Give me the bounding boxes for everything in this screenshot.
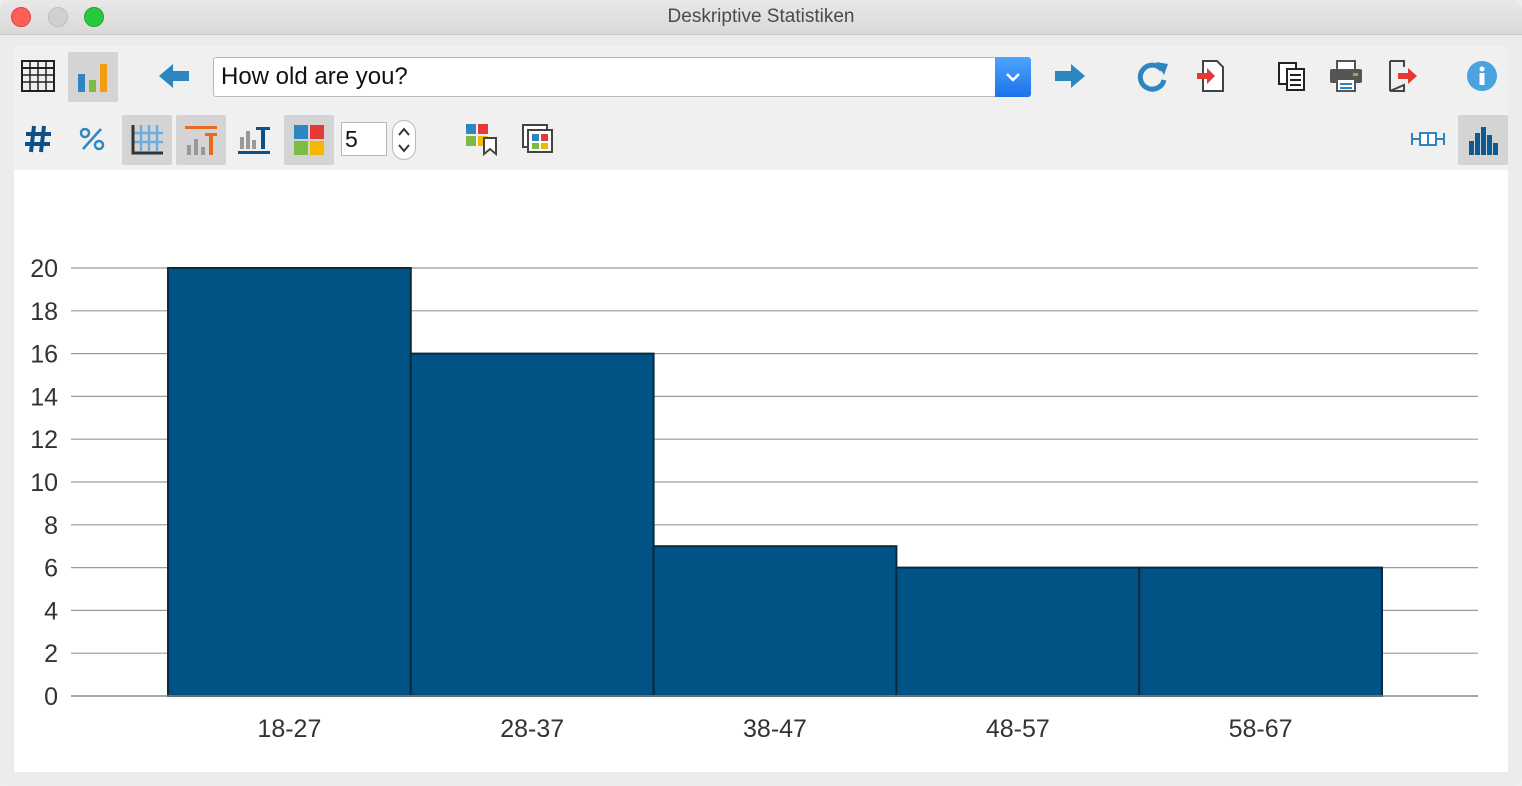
color-assignment-button[interactable]: [460, 118, 504, 160]
y-tick-label: 6: [44, 555, 58, 583]
y-tick-label: 2: [44, 640, 58, 668]
histogram-bar: [167, 267, 412, 697]
show-values-button[interactable]: [232, 118, 276, 160]
arrow-left-icon: [159, 64, 189, 88]
bar-chart-icon: [78, 64, 107, 92]
color-window-icon: [522, 124, 553, 153]
info-button[interactable]: [1462, 56, 1502, 96]
histogram-bar: [895, 566, 1141, 697]
histogram-bar: [409, 352, 655, 697]
refresh-button[interactable]: [1132, 56, 1172, 96]
hash-icon: [25, 125, 51, 153]
title-bar[interactable]: Deskriptive Statistiken: [0, 0, 1522, 35]
absolute-frequency-button[interactable]: [18, 118, 58, 160]
show-title-button[interactable]: [176, 115, 226, 165]
export-icon: [1389, 60, 1417, 92]
color-bookmark-icon: [466, 124, 497, 156]
histogram-chart: 0 2 4 6 8 10 12 14 16 18 20 18-27 28-37 38-47 48-57 58…: [30, 255, 1478, 743]
color-scheme-button[interactable]: [284, 115, 334, 165]
color-scheme-icon: [294, 125, 324, 155]
question-dropdown-button[interactable]: [995, 57, 1031, 97]
arrow-right-icon: [1055, 64, 1085, 88]
grid-icon: [131, 125, 163, 155]
class-count-input[interactable]: 5: [341, 122, 387, 156]
print-button[interactable]: [1326, 56, 1366, 96]
question-select-value: How old are you?: [221, 63, 408, 90]
import-icon: [1197, 60, 1224, 92]
percentage-button[interactable]: [72, 118, 112, 160]
copy-icon: [1278, 62, 1305, 91]
window-title: Deskriptive Statistiken: [667, 6, 855, 27]
color-window-button[interactable]: [516, 118, 560, 160]
x-tick-label: 28-37: [500, 715, 564, 743]
boxplot-icon: [1411, 132, 1445, 146]
class-count-stepper[interactable]: [392, 120, 416, 160]
refresh-icon: [1137, 62, 1168, 92]
x-tick-label: 58-67: [1229, 715, 1293, 743]
chart-area: 0 2 4 6 8 10 12 14 16 18 20 18-27 28-37 38-47 48-57 58…: [14, 170, 1508, 772]
next-question-button[interactable]: [1050, 58, 1090, 94]
table-view-button[interactable]: [18, 54, 58, 98]
y-tick-label: 14: [30, 383, 58, 411]
import-button[interactable]: [1190, 56, 1230, 96]
export-button[interactable]: [1384, 56, 1424, 96]
x-tick-label: 48-57: [986, 715, 1050, 743]
info-icon: [1467, 61, 1497, 91]
y-tick-label: 18: [30, 298, 58, 326]
x-tick-label: 18-27: [257, 715, 321, 743]
table-icon: [21, 60, 55, 92]
percent-icon: [79, 127, 105, 151]
y-tick-label: 4: [44, 597, 58, 625]
boxplot-button[interactable]: [1406, 118, 1450, 160]
histogram-icon: [1469, 127, 1498, 155]
y-tick-label: 8: [44, 512, 58, 540]
gridlines-button[interactable]: [122, 115, 172, 165]
histogram-button[interactable]: [1458, 115, 1508, 165]
chevron-up-icon[interactable]: [398, 127, 410, 137]
top-label-icon: [185, 126, 217, 155]
minimize-window-button[interactable]: [48, 7, 68, 27]
chevron-down-icon[interactable]: [398, 143, 410, 153]
question-select[interactable]: How old are you?: [213, 57, 1031, 97]
histogram-bar: [652, 545, 898, 698]
x-tick-label: 38-47: [743, 715, 807, 743]
y-tick-label: 12: [30, 426, 58, 454]
maximize-window-button[interactable]: [84, 7, 104, 27]
chevron-down-icon: [1006, 73, 1020, 82]
chart-view-button[interactable]: [68, 52, 118, 102]
bar-label-icon: [238, 127, 270, 154]
print-icon: [1330, 60, 1362, 92]
close-window-button[interactable]: [11, 7, 31, 27]
y-tick-label: 16: [30, 341, 58, 369]
previous-question-button[interactable]: [154, 58, 194, 94]
y-tick-label: 20: [30, 255, 58, 283]
histogram-bar: [1138, 566, 1383, 697]
copy-button[interactable]: [1272, 56, 1312, 96]
y-tick-label: 0: [44, 683, 58, 711]
y-tick-label: 10: [30, 469, 58, 497]
